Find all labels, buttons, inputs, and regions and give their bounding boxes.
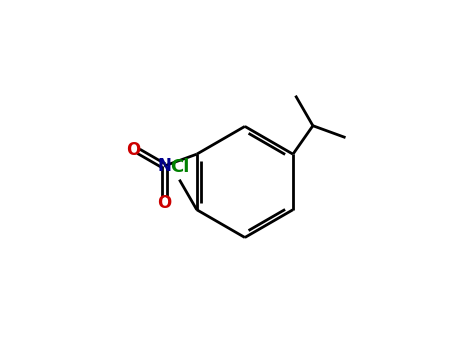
Text: Cl: Cl (170, 158, 189, 176)
Text: O: O (157, 194, 171, 211)
Text: N: N (157, 157, 171, 175)
Text: O: O (126, 141, 141, 159)
